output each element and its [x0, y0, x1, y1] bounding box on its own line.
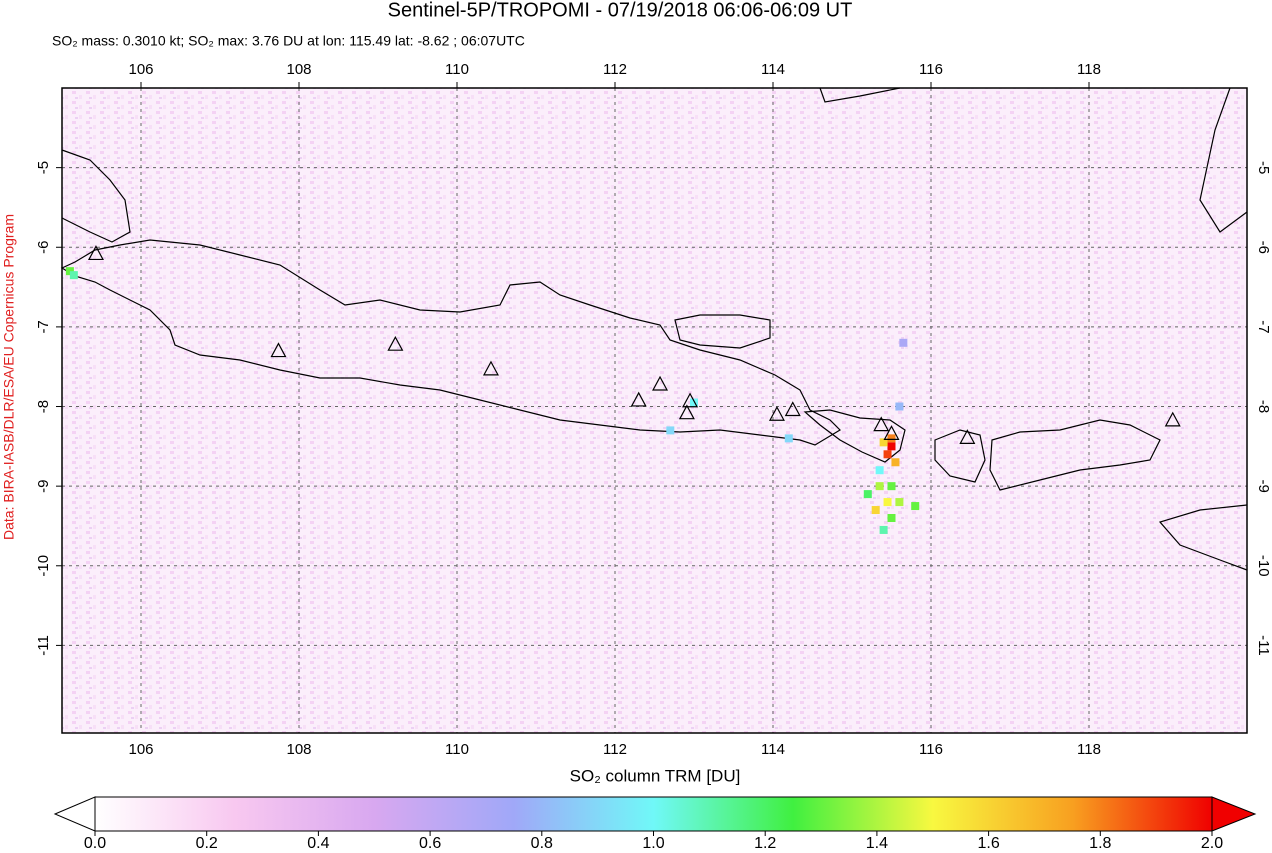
colorbar-tick-label: 1.0: [642, 835, 664, 852]
so2-pixel: [911, 502, 920, 511]
coastlines: [60, 87, 1248, 571]
colorbar-under: [53, 796, 96, 832]
volcano: [768, 406, 785, 421]
coast-madura: [674, 314, 771, 349]
coast-lombok: [934, 429, 986, 483]
so2-pixel: [895, 402, 904, 411]
map-frame: [61, 87, 1248, 734]
volcano: [682, 392, 699, 408]
y-tick-label: -9: [35, 479, 52, 492]
volcanoes: [87, 245, 1181, 444]
grid: [62, 88, 1247, 733]
volcano: [784, 401, 801, 417]
so2-pixel: [883, 450, 892, 459]
y-tick-label: -5: [1255, 161, 1272, 174]
y-tick-label: -6: [35, 241, 52, 254]
x-tick-label: 108: [286, 61, 311, 78]
y-tick-label: -8: [1255, 400, 1272, 413]
so2-pixel: [875, 482, 884, 491]
so2-pixel: [883, 498, 892, 507]
volcano: [873, 416, 890, 432]
x-tick-label: 108: [286, 741, 311, 758]
volcano: [87, 245, 104, 261]
coast-sumbawa: [989, 419, 1161, 491]
y-tick-label: -10: [35, 555, 52, 577]
coast-java: [60, 239, 841, 446]
colorbar-tick-label: 0.6: [419, 835, 441, 852]
so2-pixel: [887, 514, 896, 522]
volcano: [1164, 411, 1181, 427]
x-tick-label: 116: [919, 61, 943, 78]
colorbar-tick-label: 1.4: [866, 835, 888, 852]
so2-pixel: [784, 434, 793, 443]
colorbar-over: [1211, 796, 1257, 832]
map-background: [62, 88, 1247, 733]
so2-pixel: [69, 271, 78, 280]
x-tick-label: 110: [445, 741, 469, 758]
colorbar-tick-label: 0.2: [196, 835, 218, 852]
volcano: [630, 391, 647, 407]
so2-pixel: [887, 442, 896, 451]
so2-pixel: [690, 398, 698, 407]
so2-pixel: [891, 458, 900, 467]
coast-sumba: [1158, 504, 1248, 571]
y-tick-label: -6: [1255, 241, 1272, 254]
volcano: [883, 425, 900, 440]
x-tick-label: 114: [761, 61, 785, 78]
volcano: [270, 342, 287, 358]
x-tick-label: 116: [919, 741, 943, 758]
colorbar-tick-label: 0.4: [307, 835, 329, 852]
coast-borneo: [819, 87, 901, 103]
x-tick-label: 112: [603, 61, 627, 78]
colorbar-tick-label: 1.8: [1089, 835, 1111, 852]
subtitle: SO₂ mass: 0.3010 kt; SO₂ max: 3.76 DU at…: [52, 33, 525, 49]
volcano: [678, 404, 695, 420]
volcano: [652, 375, 669, 391]
coast-bali: [803, 409, 906, 463]
x-tick-label: 110: [445, 61, 469, 78]
coast-sumatra: [61, 149, 131, 243]
so2-pixel: [875, 466, 884, 475]
y-tick-label: -9: [1255, 479, 1272, 492]
so2-pixel: [879, 525, 888, 534]
colorbar-tick-label: 2.0: [1201, 835, 1223, 852]
so2-pixel: [887, 482, 896, 491]
so2-pixel: [863, 490, 872, 499]
volcano: [482, 360, 499, 376]
colorbar-tick-label: 1.2: [754, 835, 776, 852]
so2-pixel: [666, 426, 675, 435]
so2-pixels: [65, 267, 920, 534]
y-tick-label: -11: [35, 635, 52, 656]
x-tick-label: 106: [128, 61, 153, 78]
y-tick-label: -7: [35, 320, 52, 333]
x-tick-label: 112: [603, 741, 627, 758]
y-tick-label: -5: [35, 161, 52, 174]
y-tick-label: -11: [1255, 635, 1272, 656]
so2-pixel: [899, 338, 908, 347]
colorbar-tick-label: 0.0: [84, 835, 106, 852]
x-tick-label: 106: [128, 741, 153, 758]
coast-sulawesi: [1199, 87, 1248, 233]
colorbar-tick-label: 0.8: [531, 835, 553, 852]
y-tick-label: -10: [1255, 555, 1272, 577]
so2-pixel: [895, 498, 904, 507]
colorbar-tick-label: 1.6: [977, 835, 999, 852]
colorbar-label: SO₂ column TRM [DU]: [570, 766, 741, 785]
y-tick-label: -7: [1255, 320, 1272, 333]
so2-pixel: [871, 506, 880, 515]
so2-pixel: [879, 438, 888, 447]
so2-pixel: [887, 434, 896, 443]
chart-title: Sentinel-5P/TROPOMI - 07/19/2018 06:06-0…: [388, 0, 853, 21]
volcano: [387, 335, 404, 351]
credit: Data: BIRA-IASB/DLR/ESA/EU Copernicus Pr…: [1, 214, 17, 540]
y-tick-label: -8: [35, 400, 52, 413]
volcano: [959, 429, 976, 444]
colorbar: [94, 796, 1213, 832]
x-tick-label: 118: [1077, 61, 1101, 78]
x-tick-label: 118: [1077, 741, 1101, 758]
x-tick-label: 114: [761, 741, 785, 758]
